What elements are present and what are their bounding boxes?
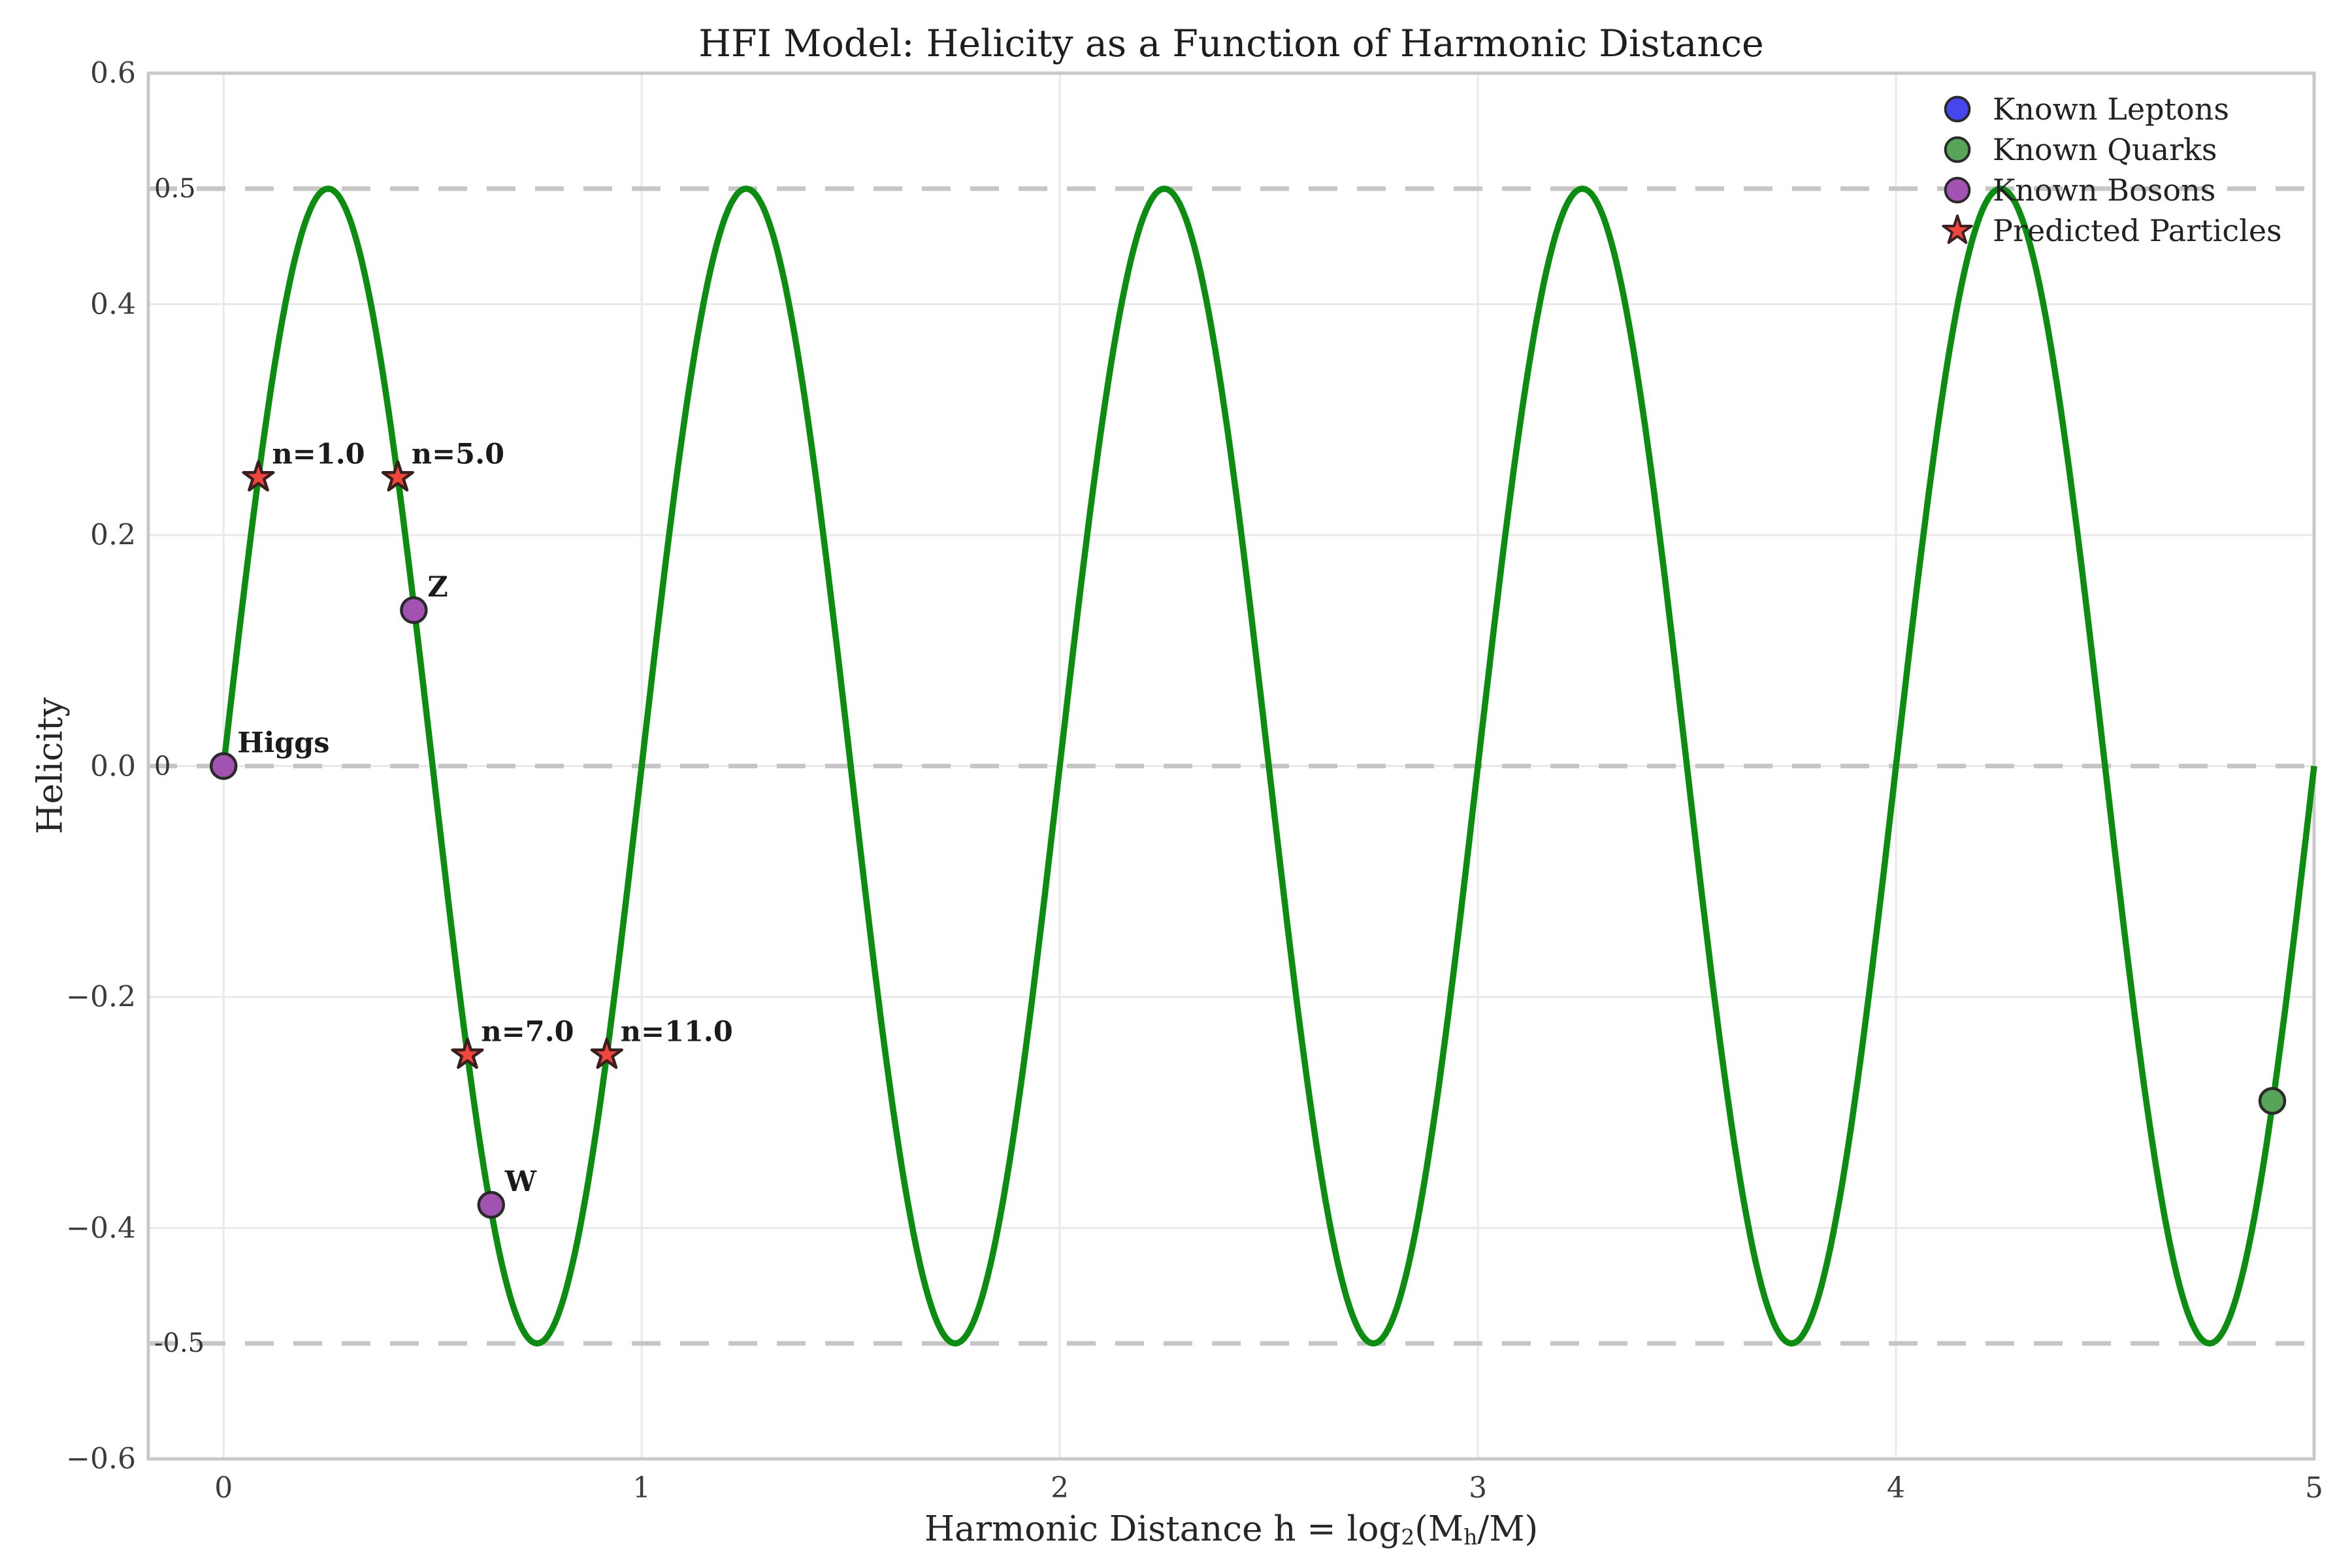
marker-point <box>2258 1086 2287 1115</box>
reference-line-label-0-5: 0.5 <box>154 173 196 204</box>
legend-label-predicted-particles: Predicted Particles <box>1993 213 2282 248</box>
x-axis-label-prefix: Harmonic Distance h = log <box>924 1509 1401 1549</box>
point-label-higgs: Higgs <box>237 727 329 760</box>
x-tick-label-2: 2 <box>1051 1471 1070 1505</box>
y-tick-label-0-4: −0.4 <box>66 1211 136 1245</box>
legend-label-known-bosons: Known Bosons <box>1993 172 2216 208</box>
point-label-n-5-0: n=5.0 <box>412 438 504 471</box>
x-axis-label-suffix: /M) <box>1477 1509 1539 1549</box>
chart-title: HFI Model: Helicity as a Function of Har… <box>698 22 1764 65</box>
x-tick-label-1: 1 <box>632 1471 651 1505</box>
reference-line-label-0: 0 <box>154 751 171 781</box>
marker-w <box>477 1190 506 1219</box>
legend-item-known-bosons: Known Bosons <box>1939 170 2282 210</box>
y-tick-label-0-6: −0.6 <box>66 1442 136 1476</box>
legend-item-predicted-particles: Predicted Particles <box>1939 210 2282 251</box>
point-label-w: W <box>504 1166 537 1198</box>
point-label-n-11-0: n=11.0 <box>621 1015 733 1048</box>
reference-line-label-0-5: -0.5 <box>154 1328 205 1359</box>
y-tick-label-0-0: 0.0 <box>90 749 136 783</box>
marker-n-11-0 <box>590 1037 623 1070</box>
legend-circle-icon-known-leptons <box>1944 95 1971 123</box>
legend-circle-icon-known-bosons <box>1944 176 1971 204</box>
marker-n-5-0 <box>381 460 414 492</box>
marker-z <box>400 596 428 625</box>
legend-label-known-leptons: Known Leptons <box>1993 91 2229 127</box>
legend: Known Leptons Known Quarks Known Bosons Pre… <box>1939 89 2282 251</box>
point-label-n-1-0: n=1.0 <box>272 438 365 471</box>
x-axis-label-mid: (M <box>1414 1509 1464 1549</box>
marker-higgs <box>209 752 238 780</box>
marker-n-7-0 <box>451 1037 484 1070</box>
point-label-n-7-0: n=7.0 <box>482 1015 574 1048</box>
y-tick-label-0-2: −0.2 <box>66 980 136 1014</box>
x-axis-label-sub-2: 2 <box>1401 1524 1415 1550</box>
legend-item-known-leptons: Known Leptons <box>1939 89 2282 129</box>
point-label-z: Z <box>427 571 448 604</box>
x-tick-label-3: 3 <box>1469 1471 1488 1505</box>
y-tick-label-0-2: 0.2 <box>90 518 136 552</box>
legend-label-known-quarks: Known Quarks <box>1993 132 2217 167</box>
legend-item-known-quarks: Known Quarks <box>1939 129 2282 170</box>
helicity-curve <box>220 186 2317 1347</box>
y-tick-label-0-4: 0.4 <box>90 287 136 321</box>
x-tick-label-4: 4 <box>1887 1471 1906 1505</box>
x-axis-label: Harmonic Distance h = log2(Mh/M) <box>148 1509 2314 1550</box>
legend-star-icon-predicted-particles <box>1942 214 1973 244</box>
y-tick-label-0-6: 0.6 <box>90 56 136 90</box>
x-tick-label-5: 5 <box>2305 1471 2323 1505</box>
x-axis-label-sub-h: h <box>1463 1524 1478 1550</box>
marker-n-1-0 <box>242 460 275 492</box>
x-tick-label-0: 0 <box>214 1471 233 1505</box>
y-axis-label: Helicity <box>30 697 71 834</box>
legend-circle-icon-known-quarks <box>1944 136 1971 163</box>
